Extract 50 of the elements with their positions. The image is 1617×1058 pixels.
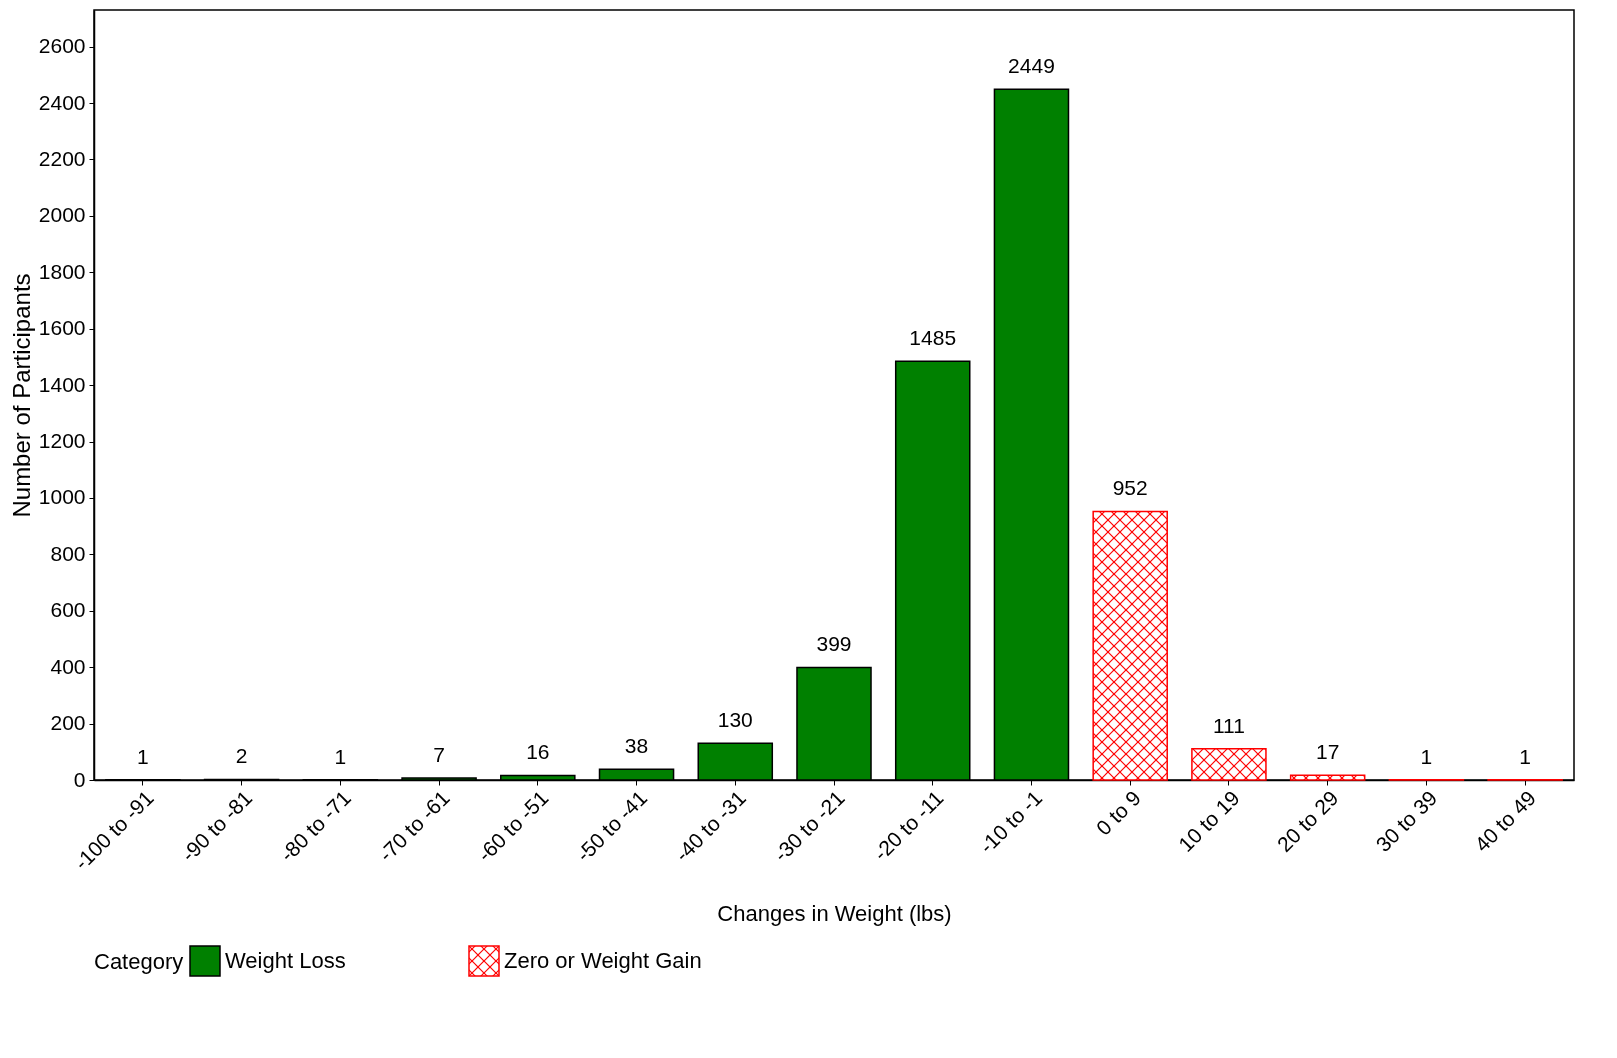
x-tick-label: 30 to 39 — [1371, 786, 1442, 857]
x-axis-title: Changes in Weight (lbs) — [717, 901, 952, 927]
x-tick-label: -80 to -71 — [275, 786, 356, 866]
x-tick-label: -50 to -41 — [571, 786, 652, 866]
data-label: 1 — [1519, 744, 1531, 768]
x-tick-label: -30 to -21 — [769, 786, 849, 866]
x-tick-label: -70 to -61 — [374, 786, 454, 866]
bar — [1191, 747, 1267, 781]
data-label: 17 — [1315, 740, 1340, 764]
y-tick-label: 800 — [50, 541, 86, 565]
x-tick-label: 0 to 9 — [1091, 786, 1146, 840]
y-tick-label: 600 — [50, 598, 86, 622]
data-label: 2449 — [1008, 54, 1055, 78]
y-tick-label: 400 — [50, 654, 86, 678]
x-tick-label: -10 to -1 — [974, 786, 1047, 858]
y-tick-label: 2600 — [38, 34, 86, 58]
data-label: 130 — [717, 708, 753, 732]
data-label: 2 — [235, 744, 248, 768]
data-label: 7 — [433, 743, 445, 767]
y-tick-label: 2200 — [38, 146, 86, 170]
data-label: 1 — [137, 744, 149, 768]
y-tick-label: 2400 — [38, 90, 86, 114]
bar — [1092, 510, 1168, 781]
data-label: 1 — [1420, 744, 1433, 768]
x-tick-label: 40 to 49 — [1470, 786, 1540, 857]
data-label: 16 — [526, 740, 550, 764]
x-tick-label: -40 to -31 — [670, 786, 751, 866]
bar — [1289, 774, 1366, 781]
data-label: 1485 — [909, 326, 957, 350]
x-tick-label: 10 to 19 — [1173, 786, 1244, 857]
y-axis-title: Number of Participants — [7, 273, 35, 518]
y-tick-label: 200 — [50, 711, 86, 735]
y-tick-label: 1600 — [38, 316, 86, 340]
legend-label: Zero or Weight Gain — [504, 948, 702, 973]
y-tick-label: 1000 — [38, 485, 86, 509]
legend-label: Weight Loss — [225, 948, 346, 973]
y-tick-label: 1400 — [38, 372, 86, 396]
x-tick-label: -90 to -81 — [176, 786, 257, 866]
y-tick-label: 2000 — [38, 203, 86, 227]
data-label: 38 — [624, 734, 649, 758]
data-label: 111 — [1212, 713, 1245, 737]
y-tick-label: 1800 — [38, 259, 86, 283]
x-tick-label: -20 to -11 — [868, 786, 948, 865]
y-tick-label: 1200 — [38, 429, 86, 453]
data-label: 1 — [334, 744, 347, 768]
legend-title: Category — [94, 949, 184, 974]
data-label: 952 — [1112, 476, 1148, 500]
data-label: 399 — [816, 632, 852, 656]
x-tick-label: 20 to 29 — [1272, 786, 1343, 857]
x-tick-label: -60 to -51 — [472, 786, 553, 866]
